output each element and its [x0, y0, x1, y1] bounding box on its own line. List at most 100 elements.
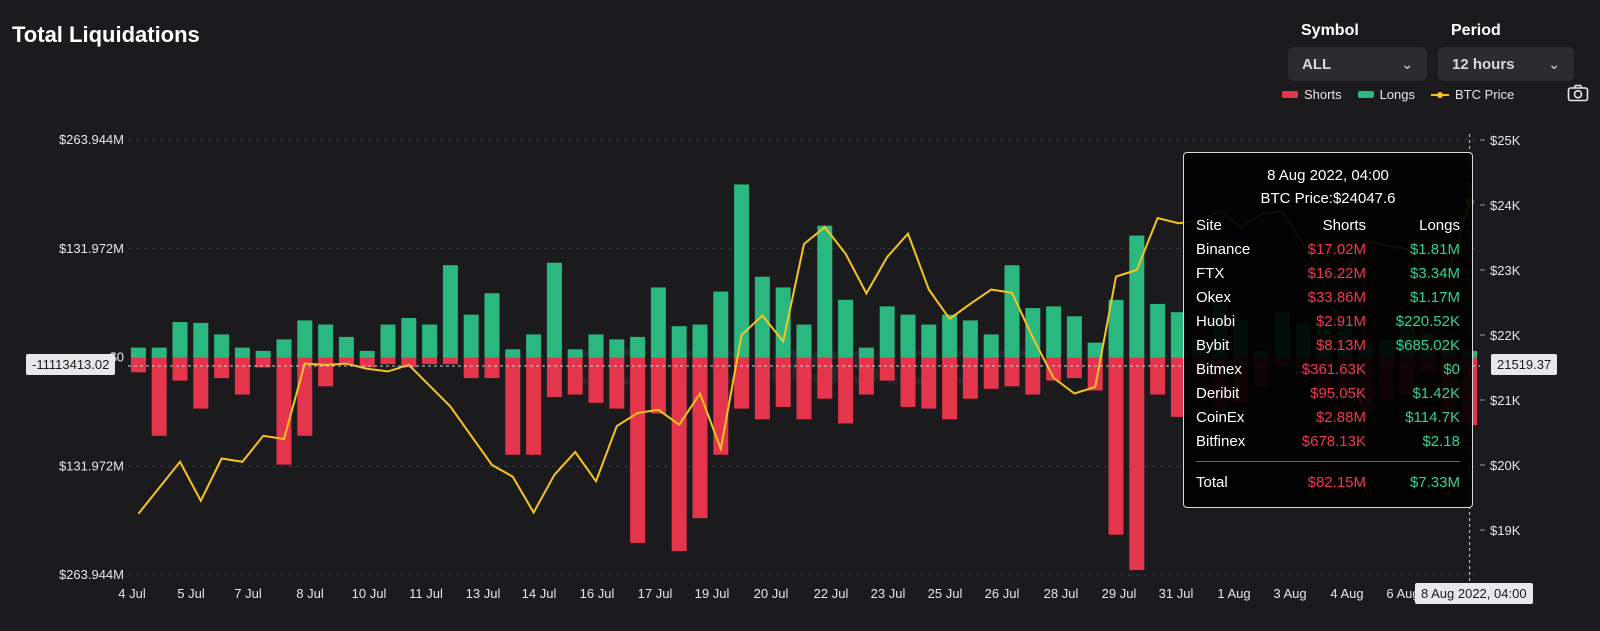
longs-bar: [1087, 342, 1103, 358]
shorts-bar: [463, 357, 479, 379]
tooltip-header-row: Site Shorts Longs: [1196, 213, 1460, 237]
symbol-value: ALL: [1302, 55, 1332, 73]
tooltip-shorts: $17.02M: [1307, 240, 1366, 258]
tooltip-price: BTC Price:$24047.6: [1260, 190, 1396, 207]
shorts-bar: [1025, 357, 1041, 395]
tooltip-longs: $114.7K: [1405, 408, 1460, 426]
x-tick-label: 4 Aug: [1330, 586, 1363, 601]
shorts-bar: [234, 357, 250, 395]
shorts-bar: [609, 357, 625, 409]
tooltip-row: Huobi $2.91M $220.52K: [1196, 309, 1460, 333]
longs-bar: [567, 349, 583, 358]
shorts-bar: [1066, 357, 1082, 379]
longs-bar: [879, 306, 895, 358]
tooltip-header: Shorts: [1322, 216, 1366, 234]
longs-bar: [193, 322, 209, 358]
shorts-bar: [879, 357, 895, 381]
shorts-bar: [775, 357, 791, 407]
tooltip-row: FTX $16.22M $3.34M: [1196, 261, 1460, 285]
chart-legend: Shorts Longs BTC Price: [1282, 87, 1514, 102]
symbol-label: Symbol: [1301, 22, 1359, 39]
longs-bar: [442, 265, 458, 358]
crosshair-right-value: 21519.37: [1491, 354, 1558, 375]
shorts-bar: [1170, 357, 1186, 417]
x-tick-label: 17 Jul: [638, 586, 673, 601]
x-tick-label: 6 Aug: [1386, 586, 1419, 601]
tooltip-longs: $685.02K: [1395, 336, 1460, 354]
tooltip-shorts: $8.13M: [1315, 336, 1366, 354]
longs-bar: [1129, 235, 1145, 358]
shorts-bar: [921, 357, 937, 409]
longs-bar: [921, 324, 937, 358]
shorts-bar: [297, 357, 313, 436]
y-left-tick-label: $263.944M: [59, 567, 124, 582]
shorts-bar: [380, 357, 396, 365]
y-right-tick-label: $25K: [1490, 133, 1521, 148]
tooltip-row: Bybit $8.13M $685.02K: [1196, 333, 1460, 357]
tooltip-total-shorts: $82.15M: [1307, 473, 1366, 491]
longs-bar: [526, 334, 542, 358]
shorts-bar: [401, 357, 417, 368]
legend-item-longs[interactable]: Longs: [1357, 87, 1415, 102]
longs-bar: [713, 291, 729, 358]
tooltip-site: Deribit: [1196, 384, 1240, 402]
longs-bar: [505, 349, 521, 358]
x-tick-label: 19 Jul: [695, 586, 730, 601]
longs-bar: [630, 336, 646, 358]
legend-item-btc-price[interactable]: BTC Price: [1431, 87, 1514, 102]
tooltip-row: Okex $33.86M $1.17M: [1196, 285, 1460, 309]
shorts-bar: [630, 357, 646, 543]
tooltip-shorts: $361.63K: [1301, 360, 1366, 378]
tooltip: 8 Aug 2022, 04:00 BTC Price:$24047.6 Sit…: [1183, 152, 1473, 508]
longs-bar: [151, 347, 167, 358]
y-right-tick-label: $21K: [1490, 393, 1521, 408]
legend-item-shorts[interactable]: Shorts: [1282, 87, 1342, 102]
shorts-bar: [1129, 357, 1145, 571]
tooltip-longs: $220.52K: [1395, 312, 1460, 330]
crosshair-date: 8 Aug 2022, 04:00: [1415, 583, 1533, 604]
longs-bar: [609, 339, 625, 358]
x-tick-label: 7 Jul: [234, 586, 262, 601]
tooltip-longs: $1.42K: [1412, 384, 1460, 402]
tooltip-row: Bitfinex $678.13K $2.18: [1196, 429, 1460, 453]
longs-bar: [130, 347, 146, 358]
longs-bar: [380, 324, 396, 358]
tooltip-longs: $3.34M: [1409, 264, 1460, 282]
shorts-bar: [422, 357, 438, 365]
shorts-bar: [546, 357, 562, 398]
shorts-bar: [900, 357, 916, 407]
shorts-bar: [338, 357, 354, 365]
tooltip-longs: $2.18: [1422, 432, 1460, 450]
shorts-bar: [1150, 357, 1166, 395]
period-select[interactable]: 12 hours ⌄: [1438, 47, 1574, 81]
y-left-tick-label: $131.972M: [59, 458, 124, 473]
shorts-bar: [526, 357, 542, 455]
longs-bar: [1150, 303, 1166, 358]
tooltip-site: Bitfinex: [1196, 432, 1246, 450]
longs-bar: [796, 324, 812, 358]
tooltip-site: CoinEx: [1196, 408, 1245, 426]
x-tick-label: 26 Jul: [985, 586, 1020, 601]
camera-icon[interactable]: [1567, 84, 1589, 102]
symbol-select[interactable]: ALL ⌄: [1288, 47, 1427, 81]
period-label: Period: [1451, 22, 1501, 39]
shorts-bar: [734, 357, 750, 409]
shorts-bar: [214, 357, 230, 379]
longs-bar: [318, 324, 334, 358]
shorts-bar: [567, 357, 583, 395]
legend-label: BTC Price: [1455, 87, 1515, 102]
x-tick-label: 23 Jul: [871, 586, 906, 601]
period-value: 12 hours: [1452, 55, 1515, 73]
shorts-bar: [151, 357, 167, 436]
longs-bar: [1004, 265, 1020, 358]
tooltip-row: Deribit $95.05K $1.42K: [1196, 381, 1460, 405]
longs-bar: [484, 293, 500, 358]
shorts-bar: [1046, 357, 1062, 381]
tooltip-total-row: Total $82.15M $7.33M: [1196, 470, 1460, 494]
tooltip-row: Bitmex $361.63K $0: [1196, 357, 1460, 381]
tooltip-site: Huobi: [1196, 312, 1236, 330]
longs-bar: [297, 320, 313, 358]
shorts-bar: [942, 357, 958, 420]
longs-bar: [734, 184, 750, 358]
shorts-bar: [692, 357, 708, 519]
